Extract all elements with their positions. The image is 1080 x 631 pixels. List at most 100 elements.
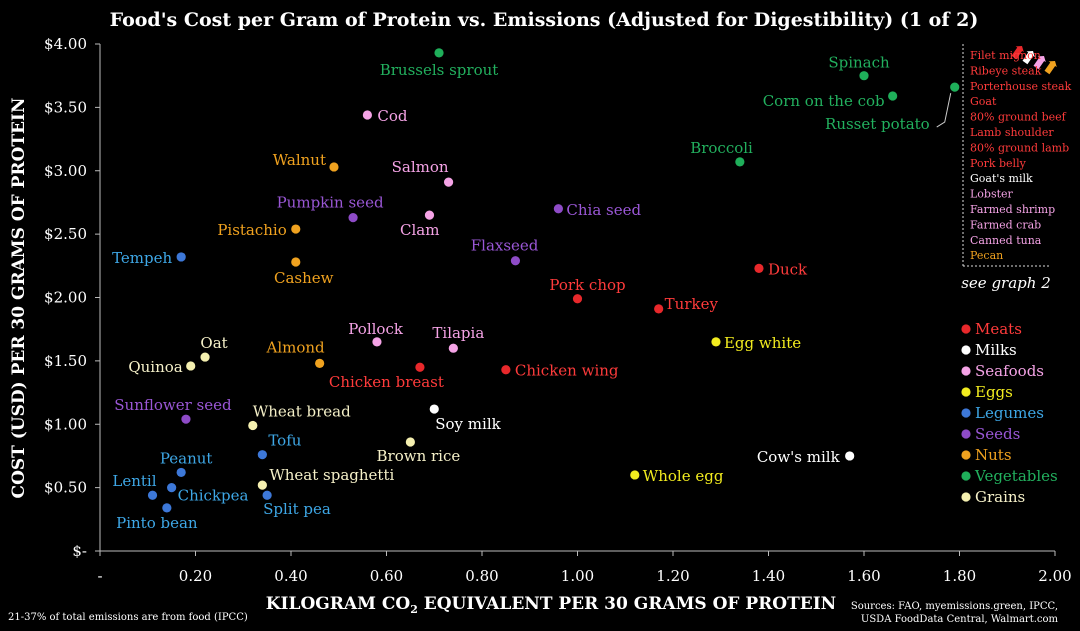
y-tick-label: $- [72,542,87,560]
legend-label: Eggs [975,383,1013,401]
data-point [348,213,358,223]
x-axis-title-subscript: 2 [410,603,418,616]
point-label: Duck [768,260,808,278]
x-tick-label: - [97,567,102,585]
leader-line [936,92,952,128]
point-label: Tilapia [432,324,484,342]
data-point [291,257,301,267]
point-label: Whole egg [643,467,724,485]
data-point [329,162,339,172]
overflow-item: Lobster [970,188,1014,201]
point-label: Lentil [112,472,156,490]
legend-label: Milks [975,341,1017,359]
point-label: Russet potato [825,115,930,133]
data-point [434,48,444,58]
point-label: Wheat spaghetti [269,466,394,484]
data-point [735,157,745,167]
see-graph-note: see graph 2 [961,274,1051,292]
x-axis-title-rest: EQUIVALENT PER 30 GRAMS OF PROTEIN [418,594,836,614]
chart-title: Food's Cost per Gram of Protein vs. Emis… [110,9,979,31]
legend-marker [961,429,971,439]
legend-marker [961,450,971,460]
overflow-item: Canned tuna [970,234,1042,247]
data-point [405,437,415,447]
y-tick-label: $3.50 [44,98,87,116]
point-label: Pork chop [549,276,625,294]
point-label: Turkey [665,295,719,313]
data-point [186,361,196,371]
point-label: Oat [200,334,227,352]
data-point [553,204,564,214]
point-label: Cod [377,107,408,125]
y-tick-label: $2.50 [44,225,87,243]
overflow-arrow-icon [1011,46,1024,60]
y-tick-label: $1.00 [44,415,87,433]
overflow-item: Pork belly [970,157,1027,170]
legend-label: Grains [975,488,1025,506]
data-point [654,304,664,314]
legend-marker [961,471,971,481]
data-point [200,352,210,362]
x-tick-label: 0.40 [274,567,307,585]
footnote: 21-37% of total emissions are from food … [8,612,248,623]
x-tick-label: 1.80 [943,567,976,585]
legend: Meats Milks Seafoods Eggs Legumes Seeds Nuts Ve… [961,320,1058,506]
data-point [257,450,267,460]
data-point [501,365,511,375]
overflow-item: Filet mignon [970,49,1041,62]
point-label: Chickpea [178,487,249,505]
overflow-item: Lamb shoulder [970,126,1054,139]
point-label: Clam [400,221,439,239]
data-point [859,71,869,81]
overflow-item: 80% ground lamb [970,141,1069,154]
point-label: Cashew [274,269,334,287]
overflow-arrow-icon [1022,51,1035,65]
data-point [754,263,764,273]
overflow-arrow-icon [1033,56,1046,70]
y-ticks: $- $0.50 $1.00 $1.50 $2.00 $2.50 $3.00 $3.50 $4.… [44,35,100,560]
data-point [362,110,372,120]
point-label: Almond [265,338,325,356]
x-axis-title-main: KILOGRAM CO [266,594,411,614]
point-label: Chia seed [566,201,641,219]
data-point [415,362,425,372]
data-point [162,503,172,513]
overflow-item: Goat's milk [970,172,1033,185]
x-tick-label: 1.60 [847,567,880,585]
data-point [950,82,960,92]
point-label: Soy milk [435,415,501,433]
x-tick-label: 1.20 [656,567,689,585]
x-tick-label: 1.40 [752,567,785,585]
x-tick-label: 0.60 [370,567,403,585]
data-point [424,210,435,220]
overflow-arrow-icon [1044,61,1057,75]
x-tick-label: 1.00 [561,567,594,585]
data-points: Brussels sprout Spinach Corn on the cob Rus… [112,48,960,532]
legend-label: Legumes [975,404,1044,422]
overflow-list: Filet mignon Ribeye steak Porterhouse stea… [970,49,1072,262]
point-label: Brussels sprout [380,61,499,79]
x-tick-label: 0.80 [465,567,498,585]
x-tick-label: 2.00 [1038,567,1071,585]
overflow-arrows [1011,46,1057,75]
data-point [448,343,458,353]
overflow-panel: Filet mignon Ribeye steak Porterhouse stea… [961,44,1072,292]
point-label: Wheat bread [253,403,351,421]
y-tick-label: $3.00 [44,162,87,180]
point-label: Broccoli [690,139,753,157]
overflow-item: Ribeye steak [970,64,1042,77]
data-point [510,256,521,266]
overflow-item: Goat [970,95,997,108]
legend-marker [961,324,971,334]
data-point [711,337,721,347]
data-point [372,337,382,347]
y-tick-label: $4.00 [44,35,87,53]
y-tick-label: $0.50 [44,479,87,497]
data-point [257,480,267,490]
legend-label: Seafoods [975,362,1044,380]
point-label: Cow's milk [757,448,841,466]
sources-line-1: Sources: FAO, myemissions.green, IPCC, [851,601,1058,612]
x-axis-title: KILOGRAM CO2 EQUIVALENT PER 30 GRAMS OF … [266,594,836,616]
data-point [572,294,583,304]
